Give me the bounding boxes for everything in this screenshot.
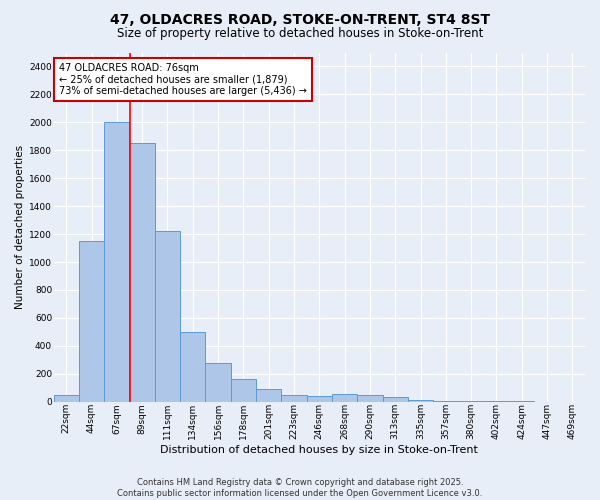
Text: 47, OLDACRES ROAD, STOKE-ON-TRENT, ST4 8ST: 47, OLDACRES ROAD, STOKE-ON-TRENT, ST4 8… [110, 12, 490, 26]
Y-axis label: Number of detached properties: Number of detached properties [15, 145, 25, 309]
Text: Contains HM Land Registry data © Crown copyright and database right 2025.
Contai: Contains HM Land Registry data © Crown c… [118, 478, 482, 498]
Bar [357, 396, 383, 402]
Bar [408, 400, 433, 402]
Bar [231, 380, 256, 402]
Bar [180, 332, 205, 402]
Text: 47 OLDACRES ROAD: 76sqm
← 25% of detached houses are smaller (1,879)
73% of semi: 47 OLDACRES ROAD: 76sqm ← 25% of detache… [59, 63, 307, 96]
X-axis label: Distribution of detached houses by size in Stoke-on-Trent: Distribution of detached houses by size … [160, 445, 478, 455]
Bar [307, 396, 332, 402]
Bar [104, 122, 130, 402]
Bar [383, 398, 408, 402]
Bar [79, 241, 104, 402]
Bar [281, 394, 307, 402]
Bar [256, 389, 281, 402]
Text: Size of property relative to detached houses in Stoke-on-Trent: Size of property relative to detached ho… [117, 28, 483, 40]
Bar [332, 394, 357, 402]
Bar [458, 401, 484, 402]
Bar [205, 364, 231, 402]
Bar [130, 144, 155, 402]
Bar [433, 400, 458, 402]
Bar [53, 394, 79, 402]
Bar [155, 230, 180, 402]
